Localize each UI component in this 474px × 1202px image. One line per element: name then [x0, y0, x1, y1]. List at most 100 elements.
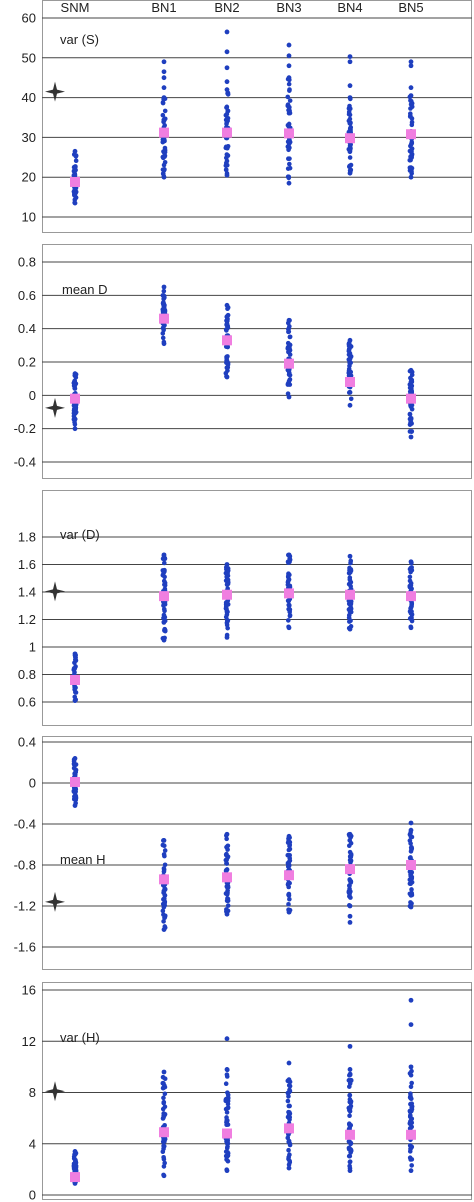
- data-point: [285, 598, 291, 604]
- data-point: [286, 847, 292, 853]
- outlier-point: [286, 53, 292, 59]
- data-point: [408, 93, 414, 99]
- data-point: [162, 159, 168, 165]
- data-point: [286, 329, 292, 334]
- data-point: [72, 371, 78, 377]
- panel-label: mean D: [62, 282, 108, 297]
- data-point: [224, 1122, 229, 1127]
- data-point: [223, 600, 229, 605]
- data-point: [348, 1077, 354, 1083]
- data-point: [409, 1163, 414, 1168]
- data-point: [161, 619, 167, 625]
- data-point: [348, 1141, 353, 1147]
- mean-marker: [222, 1128, 232, 1139]
- data-point: [225, 92, 231, 97]
- data-point: [162, 108, 168, 114]
- data-point: [223, 1149, 229, 1154]
- data-point: [162, 848, 168, 853]
- y-tick-label: 20: [22, 170, 36, 185]
- data-point: [224, 360, 229, 366]
- outlier-point: [286, 63, 292, 69]
- data-point: [347, 1073, 352, 1078]
- data-point: [347, 356, 353, 362]
- mean-marker: [345, 864, 355, 875]
- data-point: [409, 1080, 414, 1086]
- data-point: [225, 903, 231, 908]
- data-point: [347, 402, 353, 408]
- y-tick-label: 0.2: [18, 355, 36, 370]
- mean-marker: [284, 358, 294, 369]
- data-point: [224, 836, 229, 842]
- data-point: [348, 396, 354, 402]
- data-point: [346, 352, 352, 357]
- data-point: [286, 138, 292, 144]
- y-tick-label: 1.8: [18, 530, 36, 545]
- outlier-point: [347, 54, 353, 60]
- data-point: [161, 1154, 166, 1160]
- data-point: [224, 374, 230, 380]
- data-point: [409, 901, 414, 906]
- data-point: [407, 1095, 413, 1100]
- data-point: [160, 572, 166, 578]
- outlier-point: [347, 83, 353, 89]
- data-point: [286, 625, 292, 631]
- data-point: [408, 604, 414, 610]
- mean-marker: [345, 589, 355, 600]
- outlier-point: [347, 913, 353, 919]
- mean-marker: [159, 127, 169, 138]
- y-tick-label: 1.4: [18, 585, 36, 600]
- outlier-point: [347, 59, 353, 65]
- data-point: [223, 1081, 229, 1087]
- data-point: [409, 618, 415, 624]
- y-tick-label: -1.6: [14, 940, 36, 955]
- data-point: [161, 568, 166, 574]
- category-label: BN4: [337, 0, 362, 15]
- data-point: [161, 174, 167, 180]
- mean-marker: [406, 591, 416, 602]
- data-point: [224, 891, 230, 896]
- data-point: [161, 95, 167, 100]
- data-point: [161, 341, 167, 347]
- data-point: [409, 116, 415, 121]
- mean-marker: [406, 129, 416, 140]
- mean-marker: [70, 776, 80, 787]
- data-point: [161, 838, 167, 843]
- mean-marker: [284, 128, 294, 139]
- y-tick-label: 0: [29, 776, 36, 791]
- data-point: [287, 607, 293, 612]
- data-point: [224, 1110, 230, 1115]
- data-point: [286, 1077, 292, 1083]
- data-point: [223, 167, 229, 173]
- y-tick-label: 1.6: [18, 557, 36, 572]
- data-point: [285, 618, 291, 623]
- data-point: [287, 334, 293, 340]
- data-point: [224, 617, 230, 623]
- y-tick-label: 0: [29, 1188, 36, 1202]
- data-point: [73, 154, 79, 159]
- data-point: [409, 1116, 415, 1122]
- data-point: [161, 1143, 166, 1149]
- data-point: [408, 559, 414, 565]
- data-point: [348, 558, 354, 564]
- data-point: [287, 98, 293, 103]
- y-tick-label: 0.8: [18, 667, 36, 682]
- data-point: [225, 1092, 231, 1098]
- data-point: [408, 174, 414, 180]
- data-point: [408, 1064, 414, 1070]
- data-point: [408, 367, 414, 373]
- mean-marker: [345, 133, 355, 144]
- data-point: [348, 568, 354, 574]
- data-point: [160, 167, 166, 172]
- data-point: [285, 840, 291, 845]
- y-tick-label: -0.2: [14, 421, 36, 436]
- data-point: [287, 161, 292, 167]
- mean-marker: [70, 675, 80, 685]
- data-point: [224, 172, 230, 178]
- data-point: [162, 914, 168, 920]
- data-point: [162, 295, 167, 300]
- data-point: [160, 100, 166, 106]
- data-point: [223, 868, 229, 873]
- data-point: [72, 651, 78, 657]
- data-point: [224, 302, 230, 308]
- outlier-point: [224, 49, 230, 55]
